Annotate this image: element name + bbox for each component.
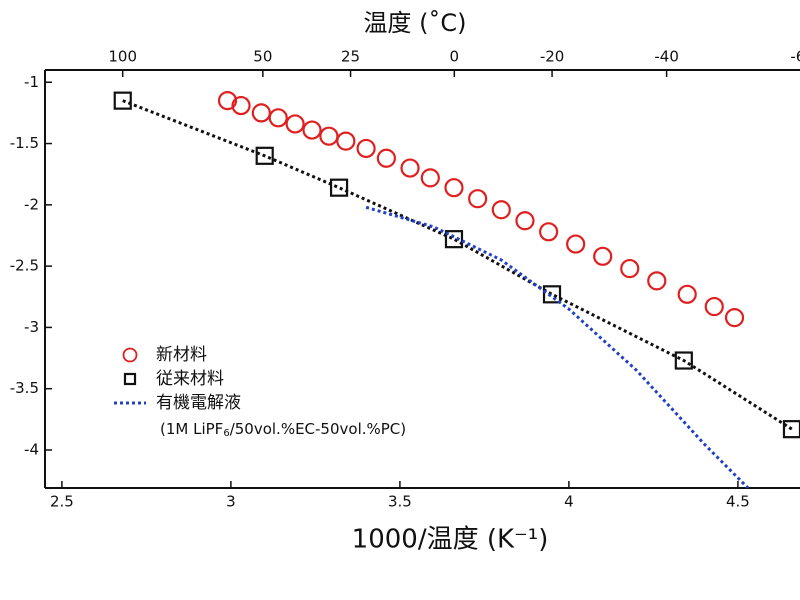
x-tick-label: 4 <box>564 493 574 511</box>
circle-marker <box>251 103 271 123</box>
x2-tick-label: -60 <box>790 48 800 66</box>
circle-marker <box>515 211 535 231</box>
legend-note-part: (1M LiPF <box>160 420 223 438</box>
circle-marker <box>231 95 251 116</box>
x2-tick-label: 50 <box>253 48 272 66</box>
legend-label: 新材料 <box>156 345 207 365</box>
y-tick-label: -2 <box>24 195 39 213</box>
y-tick-label: -3.5 <box>10 379 39 397</box>
legend-note: (1M LiPF6/50vol.%EC-50vol.%PC) <box>160 420 406 440</box>
x-tick-label: 3 <box>226 493 236 511</box>
circle-marker <box>285 114 305 134</box>
square-marker <box>329 178 349 197</box>
y-tick-label: -4 <box>24 441 39 459</box>
circle-marker <box>217 91 238 111</box>
x-axis-title: 1000/温度 (K⁻¹) <box>352 525 549 555</box>
circle-marker <box>593 246 613 266</box>
x2-tick-label: -20 <box>540 48 565 66</box>
square-marker <box>674 351 693 370</box>
y-tick-label: -3 <box>24 318 39 336</box>
circle-marker <box>704 296 724 317</box>
x-tick-label: 3.5 <box>388 493 412 511</box>
legend-label: 有機電解液 <box>156 393 241 413</box>
legend-swatch <box>122 347 138 363</box>
plot-area <box>113 91 800 488</box>
x2-tick-label: 25 <box>341 48 360 66</box>
circle-marker <box>468 189 488 209</box>
square-marker <box>255 146 274 165</box>
square-marker <box>113 91 132 110</box>
circle-marker <box>376 148 396 168</box>
circle-marker <box>620 258 640 279</box>
circle-marker <box>302 120 322 140</box>
circle-marker <box>268 108 288 128</box>
circle-marker <box>444 178 464 198</box>
circle-marker <box>647 271 667 291</box>
y-tick-label: -1.5 <box>10 134 39 152</box>
legend-note-part: /50vol.%EC-50vol.%PC) <box>230 420 406 438</box>
y-tick-label: -1 <box>24 73 39 91</box>
circle-marker <box>319 126 339 146</box>
square-marker <box>444 230 464 249</box>
circle-marker <box>420 168 440 188</box>
circle-marker <box>566 234 586 254</box>
legend-label: 従来材料 <box>156 369 224 389</box>
x2-tick-label: -40 <box>654 48 679 66</box>
circle-marker <box>724 308 745 328</box>
circle-marker <box>491 200 511 220</box>
x2-tick-label: 0 <box>450 48 460 66</box>
circle-marker <box>677 284 697 304</box>
x2-axis-title: 温度 (˚C) <box>363 9 466 37</box>
y-tick-label: -2.5 <box>10 257 39 275</box>
series-line <box>122 99 793 431</box>
circle-marker <box>356 138 376 159</box>
x2-tick-label: 100 <box>108 48 137 66</box>
circle-marker <box>336 131 356 151</box>
x-tick-label: 2.5 <box>50 493 74 511</box>
square-marker <box>782 420 800 439</box>
series-line <box>365 205 750 488</box>
circle-marker <box>539 222 559 242</box>
legend-swatch <box>123 372 137 386</box>
square-marker <box>542 285 562 304</box>
circle-marker <box>400 158 420 178</box>
x-tick-label: 4.5 <box>726 493 750 511</box>
legend-note-part: 6 <box>223 428 229 439</box>
